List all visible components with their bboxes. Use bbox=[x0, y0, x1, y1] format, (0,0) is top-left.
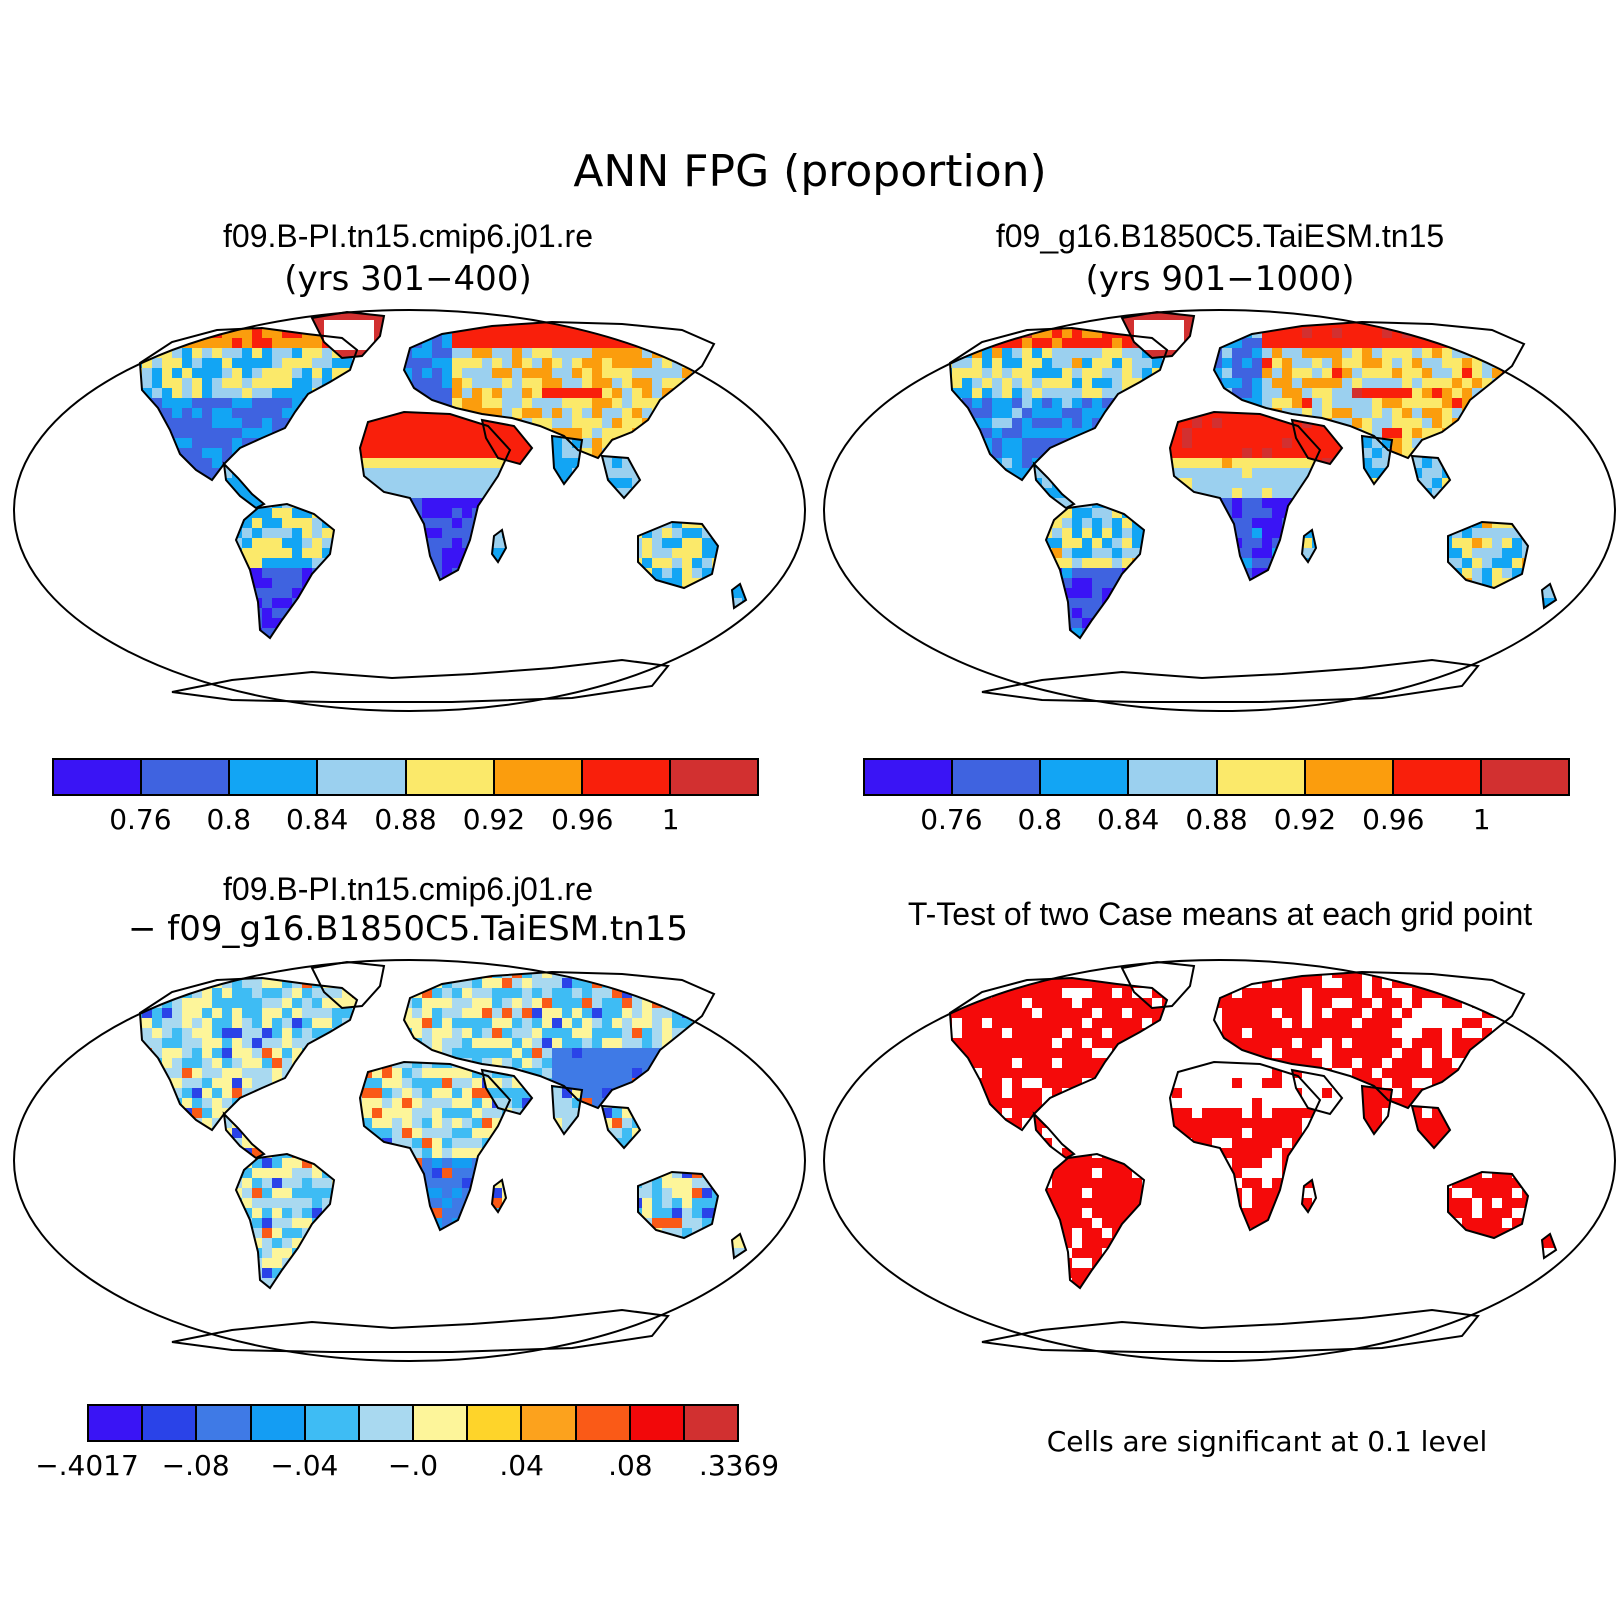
colorbar-swatch bbox=[197, 1406, 251, 1440]
colorbar-swatch bbox=[953, 760, 1041, 794]
colorbar-swatch bbox=[252, 1406, 306, 1440]
colorbar-tick-label: .04 bbox=[499, 1452, 544, 1480]
colorbar-tick-label: 0.88 bbox=[1185, 806, 1247, 834]
panel3-title: f09.B-PI.tn15.cmip6.j01.re bbox=[223, 873, 593, 905]
colorbar-tick-label: 0.8 bbox=[206, 806, 251, 834]
colorbar-swatch bbox=[631, 1406, 685, 1440]
colorbar-tick-label: .08 bbox=[608, 1452, 653, 1480]
coastline-antarctica bbox=[172, 1310, 668, 1352]
map-panel-2 bbox=[822, 308, 1617, 713]
colorbar-swatch bbox=[230, 760, 318, 794]
colorbar-tick-label: 1 bbox=[662, 806, 680, 834]
colorbar-swatch bbox=[54, 760, 142, 794]
panel2-title: f09_g16.B1850C5.TaiESM.tn15 bbox=[996, 220, 1444, 252]
colorbar-swatch bbox=[522, 1406, 576, 1440]
panel1-subtitle: (yrs 301−400) bbox=[284, 262, 531, 296]
colorbar-swatch bbox=[414, 1406, 468, 1440]
colorbar-swatch bbox=[468, 1406, 522, 1440]
colorbar-tick-label: 0.88 bbox=[374, 806, 436, 834]
colorbar-tick-label: 0.92 bbox=[463, 806, 525, 834]
colorbar-tick-label: .3369 bbox=[699, 1452, 779, 1480]
panel4-title: T-Test of two Case means at each grid po… bbox=[908, 898, 1532, 930]
colorbar-swatch bbox=[865, 760, 953, 794]
coastline-antarctica bbox=[982, 660, 1478, 702]
colorbar-swatch bbox=[306, 1406, 360, 1440]
colorbar-swatch bbox=[577, 1406, 631, 1440]
colorbar-swatch bbox=[142, 760, 230, 794]
colorbar-panel-2 bbox=[863, 758, 1570, 796]
colorbar-panel-3 bbox=[87, 1404, 739, 1442]
colorbar-swatch bbox=[495, 760, 583, 794]
colorbar-swatch bbox=[318, 760, 406, 794]
colorbar-swatch bbox=[1129, 760, 1217, 794]
colorbar-panel-1 bbox=[52, 758, 759, 796]
colorbar-tick-label: 0.84 bbox=[1097, 806, 1159, 834]
map-panel-4 bbox=[822, 958, 1617, 1363]
panel1-title: f09.B-PI.tn15.cmip6.j01.re bbox=[223, 220, 593, 252]
colorbar-swatch bbox=[671, 760, 757, 794]
colorbar-tick-label: 0.96 bbox=[551, 806, 613, 834]
colorbar-tick-label: −.04 bbox=[270, 1452, 338, 1480]
colorbar-tick-label: 0.76 bbox=[920, 806, 982, 834]
colorbar-swatch bbox=[143, 1406, 197, 1440]
colorbar-swatch bbox=[685, 1406, 737, 1440]
colorbar-tick-label: 0.96 bbox=[1362, 806, 1424, 834]
colorbar-tick-label: −.0 bbox=[388, 1452, 438, 1480]
colorbar-tick-label: 1 bbox=[1473, 806, 1491, 834]
colorbar-tick-label: −.08 bbox=[162, 1452, 230, 1480]
panel2-subtitle: (yrs 901−1000) bbox=[1085, 262, 1354, 296]
colorbar-swatch bbox=[360, 1406, 414, 1440]
colorbar-tick-label: 0.76 bbox=[109, 806, 171, 834]
map-panel-3 bbox=[12, 958, 807, 1363]
colorbar-tick-label: 0.92 bbox=[1274, 806, 1336, 834]
colorbar-tick-label: 0.8 bbox=[1017, 806, 1062, 834]
main-title: ANN FPG (proportion) bbox=[573, 150, 1046, 194]
map-panel-1 bbox=[12, 308, 807, 713]
colorbar-swatch bbox=[1394, 760, 1482, 794]
colorbar-swatch bbox=[89, 1406, 143, 1440]
coastline-antarctica bbox=[172, 660, 668, 702]
colorbar-swatch bbox=[407, 760, 495, 794]
panel3-subtitle: − f09_g16.B1850C5.TaiESM.tn15 bbox=[128, 912, 688, 946]
colorbar-tick-label: 0.84 bbox=[286, 806, 348, 834]
colorbar-tick-label: −.4017 bbox=[35, 1452, 139, 1480]
colorbar-swatch bbox=[1041, 760, 1129, 794]
colorbar-swatch bbox=[583, 760, 671, 794]
colorbar-swatch bbox=[1306, 760, 1394, 794]
colorbar-swatch bbox=[1482, 760, 1568, 794]
ttest-note: Cells are significant at 0.1 level bbox=[1047, 1428, 1488, 1456]
colorbar-swatch bbox=[1218, 760, 1306, 794]
coastline-antarctica bbox=[982, 1310, 1478, 1352]
